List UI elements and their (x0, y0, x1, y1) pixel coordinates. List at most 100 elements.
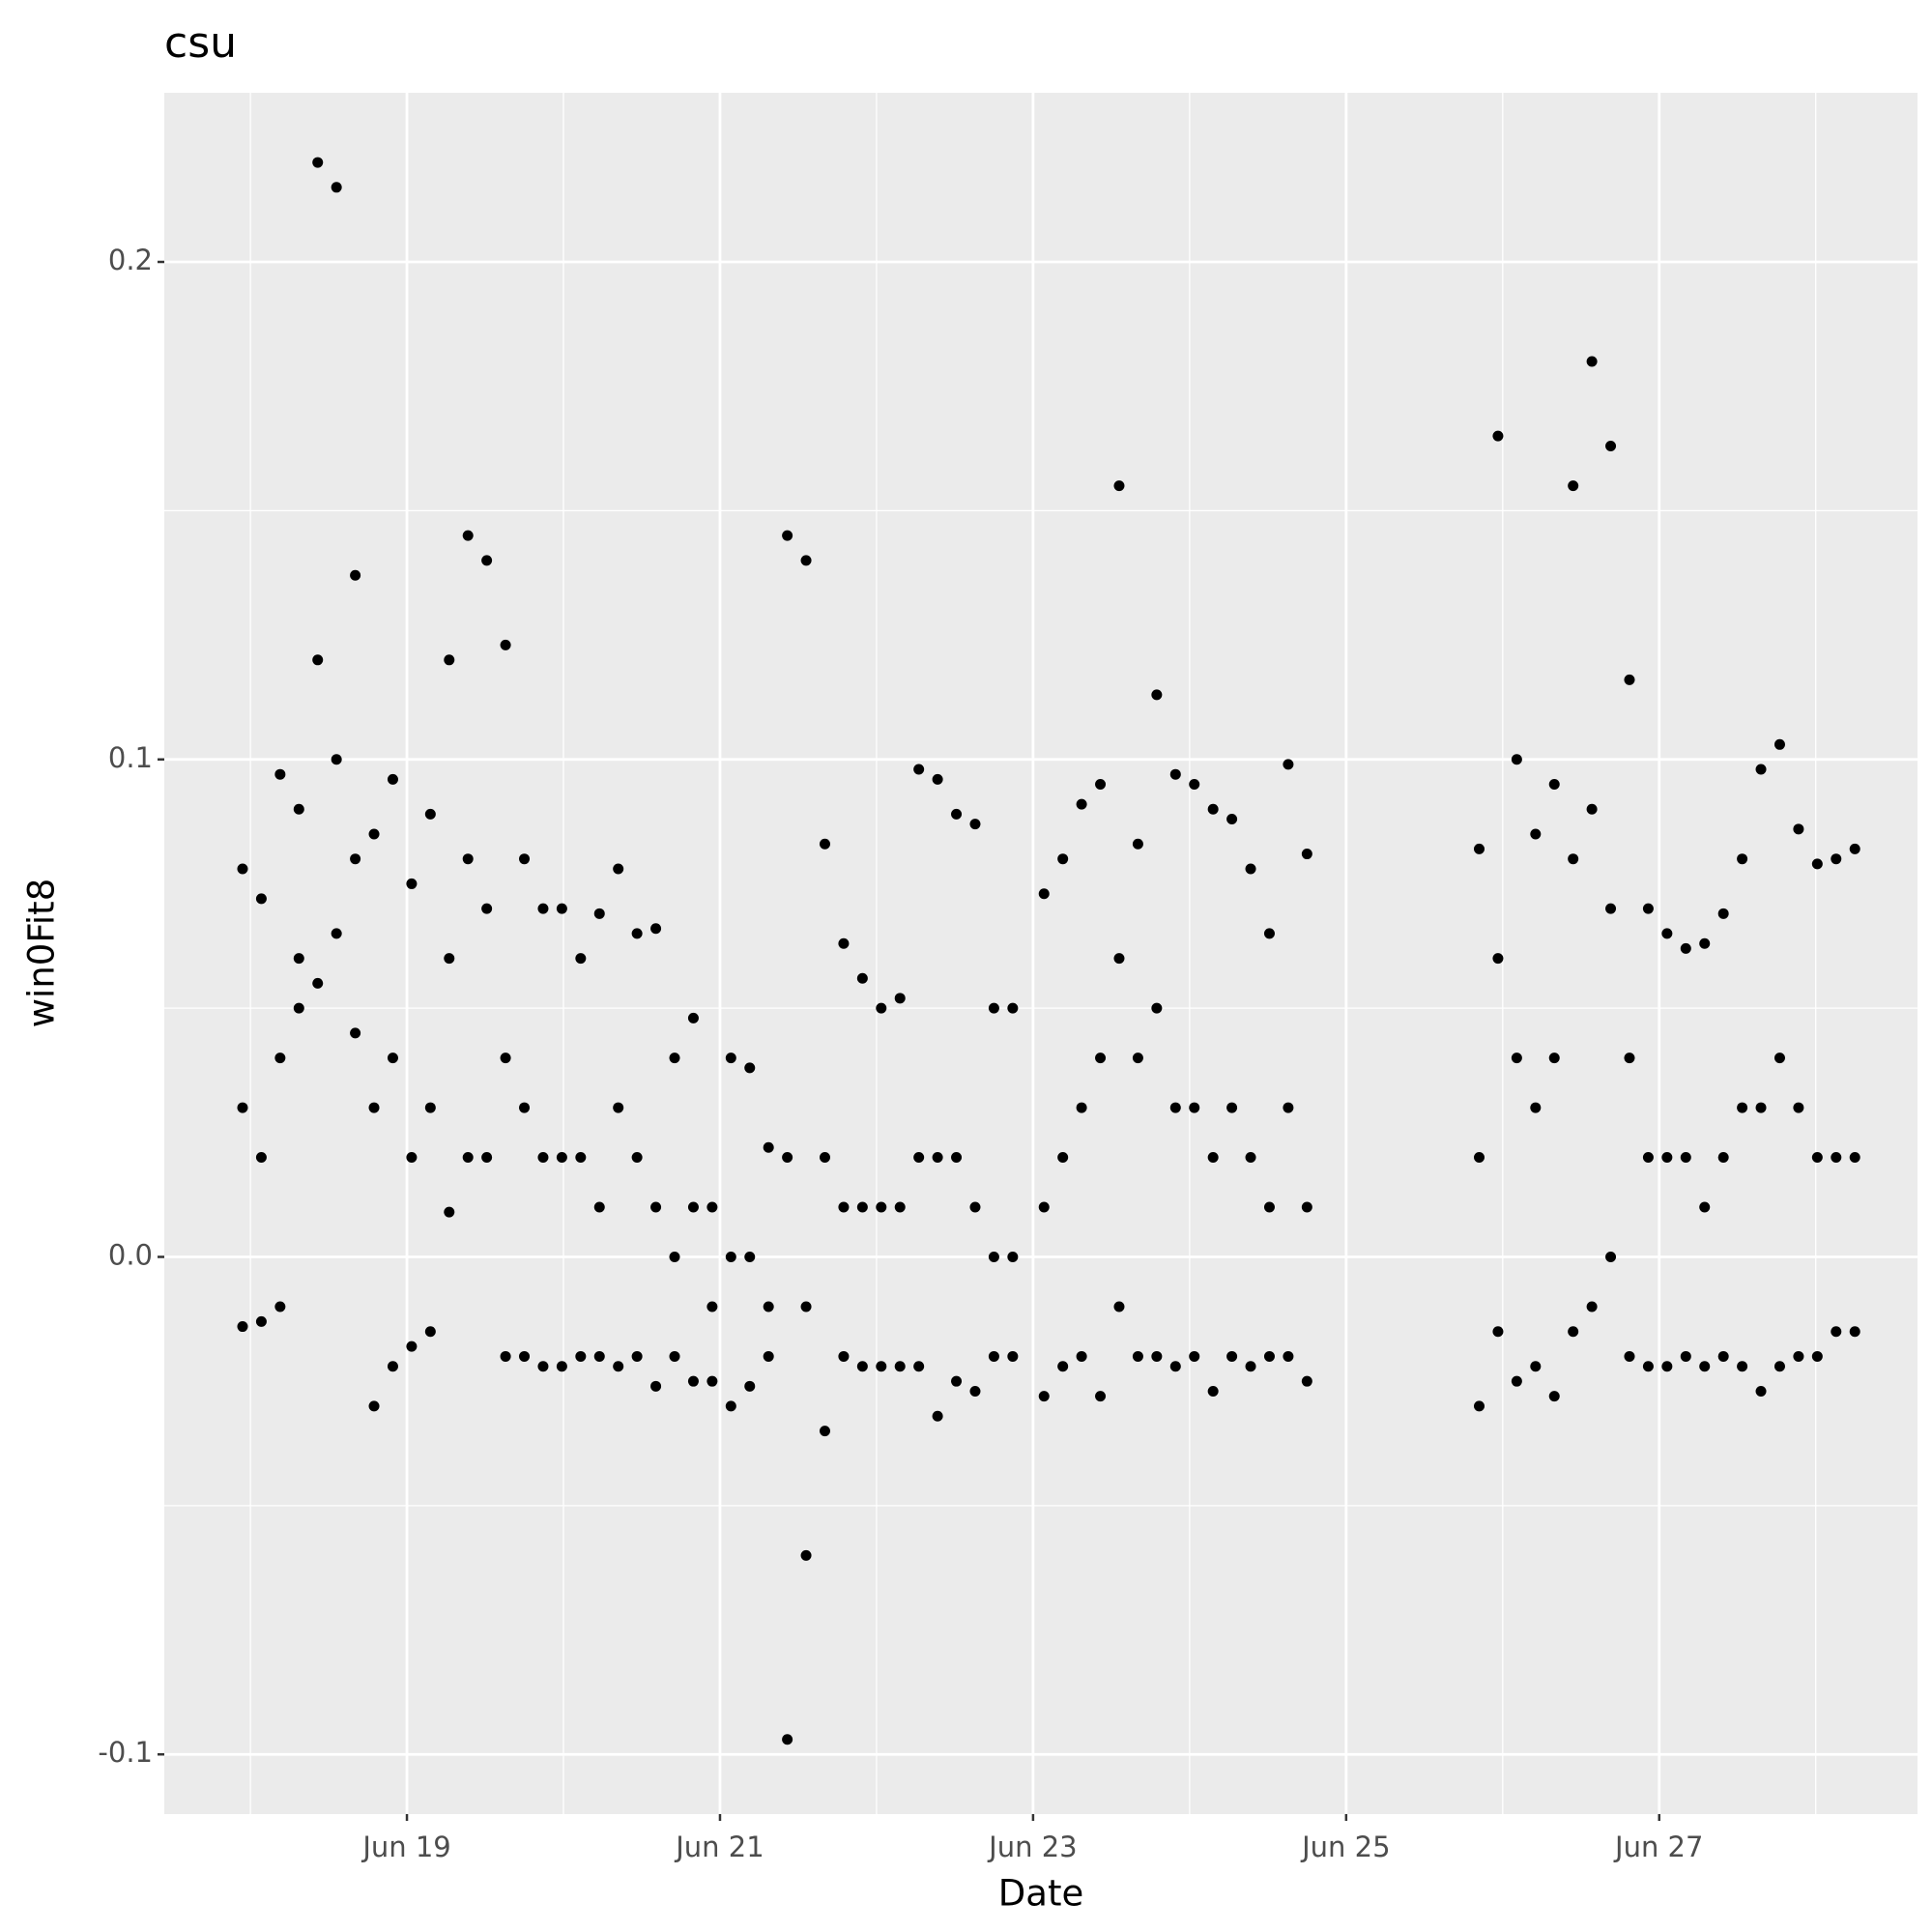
point (593, 1350, 605, 1362)
point (1207, 1152, 1219, 1164)
point (1773, 1361, 1785, 1372)
point (1680, 1350, 1691, 1362)
point (519, 853, 531, 865)
point (350, 853, 361, 865)
point (631, 1152, 643, 1164)
point (1245, 863, 1256, 875)
point (1548, 1391, 1560, 1402)
point (481, 555, 493, 566)
point (1245, 1152, 1256, 1164)
point (800, 555, 812, 566)
point (1151, 1350, 1163, 1362)
point (1189, 1350, 1200, 1362)
point (838, 1201, 850, 1213)
point (387, 1053, 398, 1064)
point (913, 764, 925, 775)
point (1586, 803, 1598, 815)
point (819, 1152, 830, 1164)
point (1263, 1350, 1275, 1362)
point (856, 1201, 868, 1213)
point (1793, 1350, 1804, 1362)
point (1811, 858, 1823, 870)
point (424, 808, 436, 820)
x-tick-label: Jun 25 (1300, 1831, 1390, 1863)
point (1849, 1152, 1860, 1164)
point (1699, 1361, 1711, 1372)
point (763, 1301, 774, 1312)
point (537, 903, 549, 914)
point (1095, 1391, 1107, 1402)
point (1492, 953, 1504, 965)
point (1831, 1326, 1842, 1338)
point (913, 1361, 925, 1372)
point (1755, 1385, 1767, 1397)
point (293, 803, 304, 815)
point (312, 157, 324, 168)
x-axis-title: Date (998, 1873, 1083, 1915)
point (1737, 853, 1748, 865)
point (255, 1152, 267, 1164)
point (274, 1053, 286, 1064)
point (575, 953, 587, 965)
point (1189, 778, 1200, 790)
point (1301, 1201, 1312, 1213)
y-tick-label: 0.0 (108, 1238, 153, 1271)
point (1057, 1152, 1069, 1164)
point (1642, 1361, 1654, 1372)
point (255, 1315, 267, 1327)
point (1226, 1350, 1238, 1362)
point (1076, 1102, 1087, 1113)
point (1226, 1102, 1238, 1113)
point (894, 993, 906, 1004)
point (1038, 1391, 1050, 1402)
point (1811, 1152, 1823, 1164)
point (1642, 903, 1654, 914)
point (1680, 1152, 1691, 1164)
point (575, 1152, 587, 1164)
point (687, 1012, 699, 1024)
point (500, 639, 511, 650)
point (687, 1201, 699, 1213)
point (1263, 1201, 1275, 1213)
point (650, 923, 662, 935)
point (1661, 1361, 1673, 1372)
point (1113, 1301, 1125, 1312)
point (631, 928, 643, 939)
point (1661, 1152, 1673, 1164)
point (1263, 928, 1275, 939)
point (1095, 1053, 1107, 1064)
point (1511, 1053, 1522, 1064)
point (500, 1350, 511, 1362)
point (1301, 849, 1312, 860)
point (1849, 843, 1860, 854)
point (876, 1201, 887, 1213)
point (1007, 1251, 1019, 1262)
point (1132, 1053, 1143, 1064)
point (331, 182, 342, 193)
point (444, 1206, 455, 1218)
point (969, 1201, 981, 1213)
point (819, 1426, 830, 1437)
point (1132, 1350, 1143, 1362)
point (462, 853, 474, 865)
point (462, 1152, 474, 1164)
x-tick-label: Jun 21 (674, 1831, 764, 1863)
point (406, 1341, 418, 1352)
point (687, 1375, 699, 1387)
point (293, 1002, 304, 1014)
point (1773, 738, 1785, 750)
point (725, 1053, 736, 1064)
point (1226, 814, 1238, 825)
point (725, 1400, 736, 1412)
point (969, 1385, 981, 1397)
point (1169, 768, 1181, 780)
point (331, 928, 342, 939)
point (1007, 1350, 1019, 1362)
point (969, 819, 981, 830)
point (1492, 430, 1504, 442)
point (894, 1361, 906, 1372)
point (650, 1380, 662, 1392)
point (255, 893, 267, 905)
point (556, 1361, 567, 1372)
point (1568, 853, 1579, 865)
